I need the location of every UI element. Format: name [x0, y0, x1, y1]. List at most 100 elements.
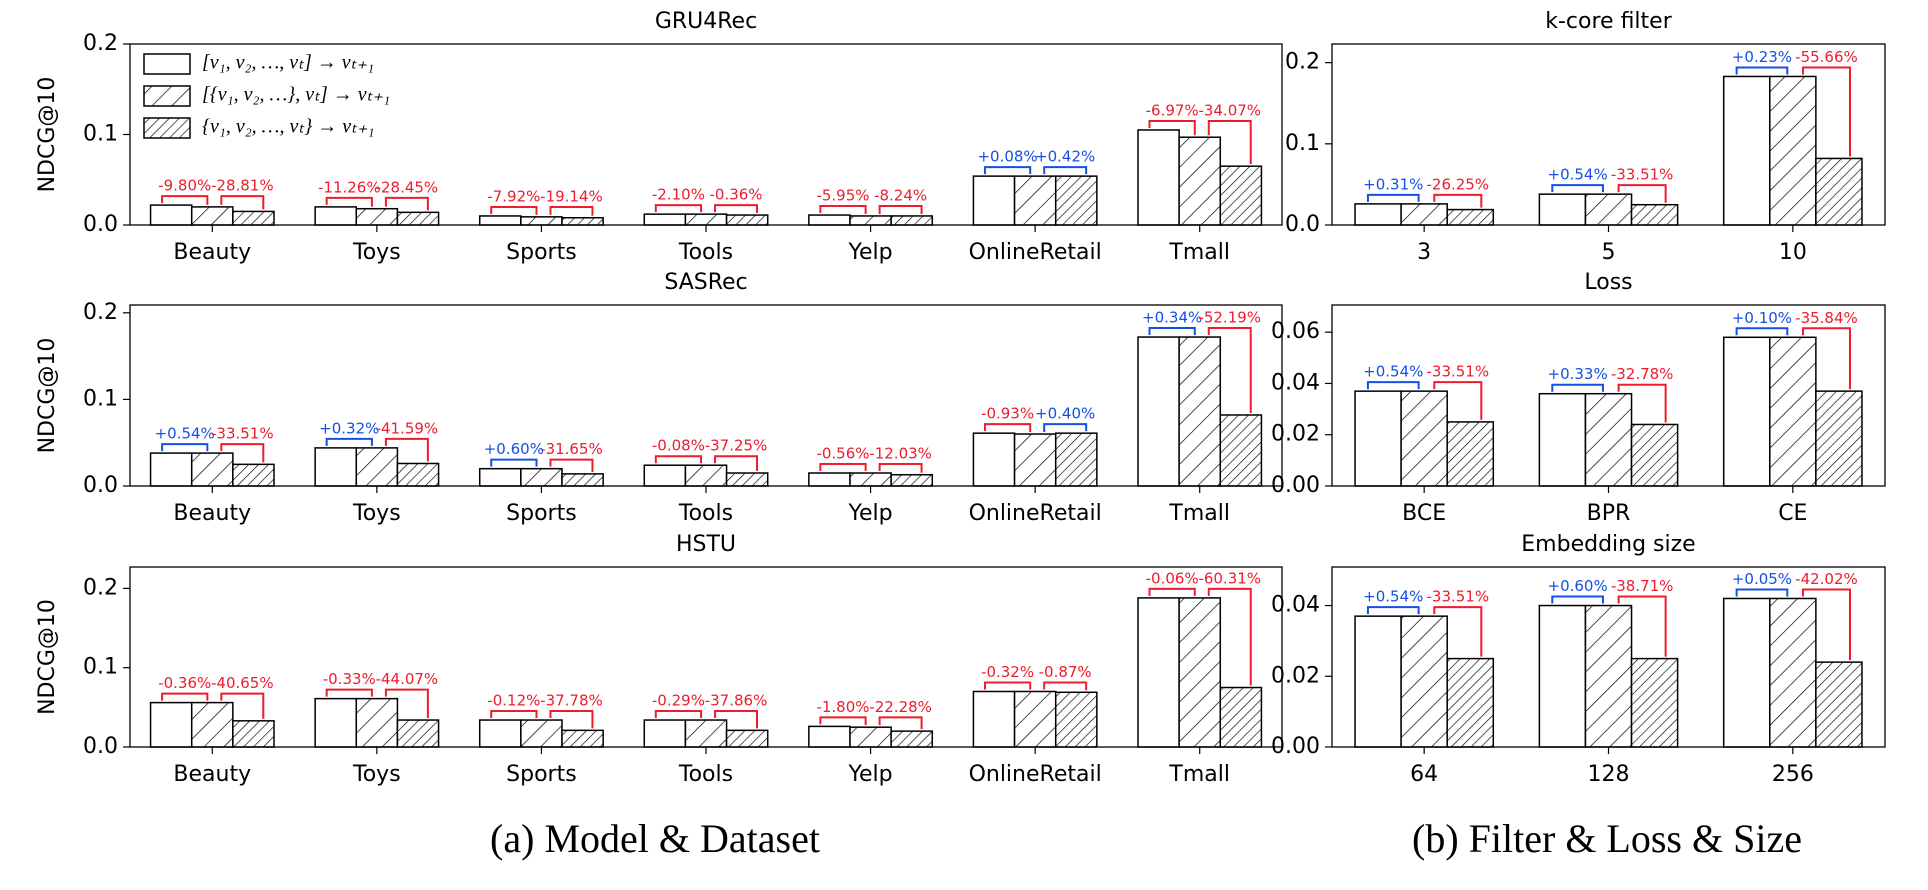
bar	[478, 215, 522, 226]
bar	[684, 464, 728, 487]
bar	[849, 726, 892, 748]
bracket	[1366, 381, 1420, 390]
y-tick-label: 0.2	[83, 300, 118, 325]
bar	[890, 473, 934, 487]
bar	[478, 467, 522, 487]
annotation: -41.59%	[376, 419, 439, 437]
annotation: -42.02%	[1795, 570, 1858, 588]
bar	[1178, 597, 1222, 748]
bracket	[325, 688, 373, 697]
bar	[643, 213, 687, 226]
bracket	[819, 463, 867, 472]
annotation: -0.56%	[816, 445, 869, 463]
annotation: -11.26%	[318, 178, 381, 196]
annotation: -28.45%	[376, 178, 439, 196]
bar	[1769, 336, 1817, 487]
bracket	[161, 443, 209, 452]
bar	[1815, 390, 1863, 487]
bar	[520, 467, 563, 487]
x-tick-label: Tmall	[1168, 762, 1230, 787]
y-tick-label: 0.1	[83, 122, 118, 147]
bracket	[714, 204, 759, 214]
bracket	[1148, 587, 1196, 596]
bar	[1538, 604, 1587, 748]
bar	[355, 447, 399, 487]
y-tick-label: 0.0	[83, 473, 118, 498]
annotation: -0.36%	[709, 186, 762, 204]
annotation: +0.31%	[1363, 175, 1423, 193]
annotation: -40.65%	[211, 674, 274, 692]
bracket	[1551, 595, 1604, 604]
x-tick-label: BCE	[1402, 501, 1446, 526]
bar	[1354, 203, 1402, 226]
bar	[1446, 421, 1495, 487]
bar	[849, 472, 892, 487]
annotation: -0.12%	[487, 692, 540, 710]
bar	[1354, 615, 1402, 748]
bar	[1178, 336, 1222, 487]
annotation: -22.28%	[869, 698, 932, 716]
annotation: -31.65%	[540, 440, 603, 458]
bracket	[161, 195, 209, 205]
plot-frame	[1331, 304, 1886, 487]
bar	[1400, 203, 1448, 226]
y-axis-label: NDCG@10	[35, 77, 60, 193]
bar	[314, 206, 358, 226]
bar	[1630, 203, 1679, 226]
annotation: -37.25%	[705, 437, 768, 455]
bar	[1013, 433, 1057, 487]
bar	[1446, 657, 1495, 748]
bracket	[1043, 681, 1088, 691]
x-tick-label: Yelp	[848, 501, 893, 526]
bar	[849, 215, 892, 226]
bar	[396, 462, 440, 487]
bar	[1013, 690, 1057, 748]
annotation: -8.24%	[874, 187, 927, 205]
bracket	[384, 688, 429, 719]
annotation: -38.71%	[1611, 577, 1674, 595]
x-tick-label: Beauty	[173, 762, 251, 787]
bracket	[490, 710, 538, 719]
annotation: +0.54%	[155, 425, 215, 443]
x-tick-label: Sports	[506, 240, 577, 265]
x-tick-label: Tools	[678, 501, 733, 526]
chart-title: HSTU	[676, 532, 736, 557]
annotation: +0.60%	[484, 440, 544, 458]
annotation: +0.40%	[1035, 405, 1095, 423]
bracket	[1735, 588, 1789, 597]
plot-frame	[129, 43, 1283, 226]
y-tick-label: 0.2	[83, 31, 118, 56]
x-tick-label: CE	[1778, 501, 1807, 526]
bar	[1137, 129, 1180, 226]
x-tick-label: OnlineRetail	[969, 240, 1102, 265]
bar	[1722, 336, 1771, 487]
annotation: +0.42%	[1035, 148, 1095, 166]
bracket	[983, 423, 1032, 433]
bar	[808, 214, 851, 226]
bar	[1219, 414, 1263, 487]
bar	[684, 213, 728, 226]
bar	[890, 215, 934, 226]
bar	[1815, 157, 1863, 226]
bracket	[1801, 66, 1851, 157]
bracket	[1801, 327, 1851, 390]
y-tick-label: 0.06	[1271, 319, 1320, 344]
bar	[1054, 432, 1098, 487]
annotation: -9.80%	[158, 177, 211, 195]
bracket	[654, 204, 703, 213]
bracket	[384, 196, 429, 211]
x-tick-label: Toys	[352, 240, 401, 265]
annotation: +0.23%	[1732, 48, 1792, 66]
annotation: -33.51%	[1427, 363, 1490, 381]
bar	[1219, 686, 1263, 748]
y-tick-label: 0.1	[83, 655, 118, 680]
bar	[1538, 193, 1587, 226]
bar	[1769, 75, 1817, 226]
annotation: -0.29%	[652, 692, 705, 710]
bar	[725, 729, 769, 748]
bracket	[549, 205, 594, 216]
plot-frame	[1331, 43, 1886, 226]
bracket	[878, 716, 923, 730]
bar	[314, 447, 358, 487]
